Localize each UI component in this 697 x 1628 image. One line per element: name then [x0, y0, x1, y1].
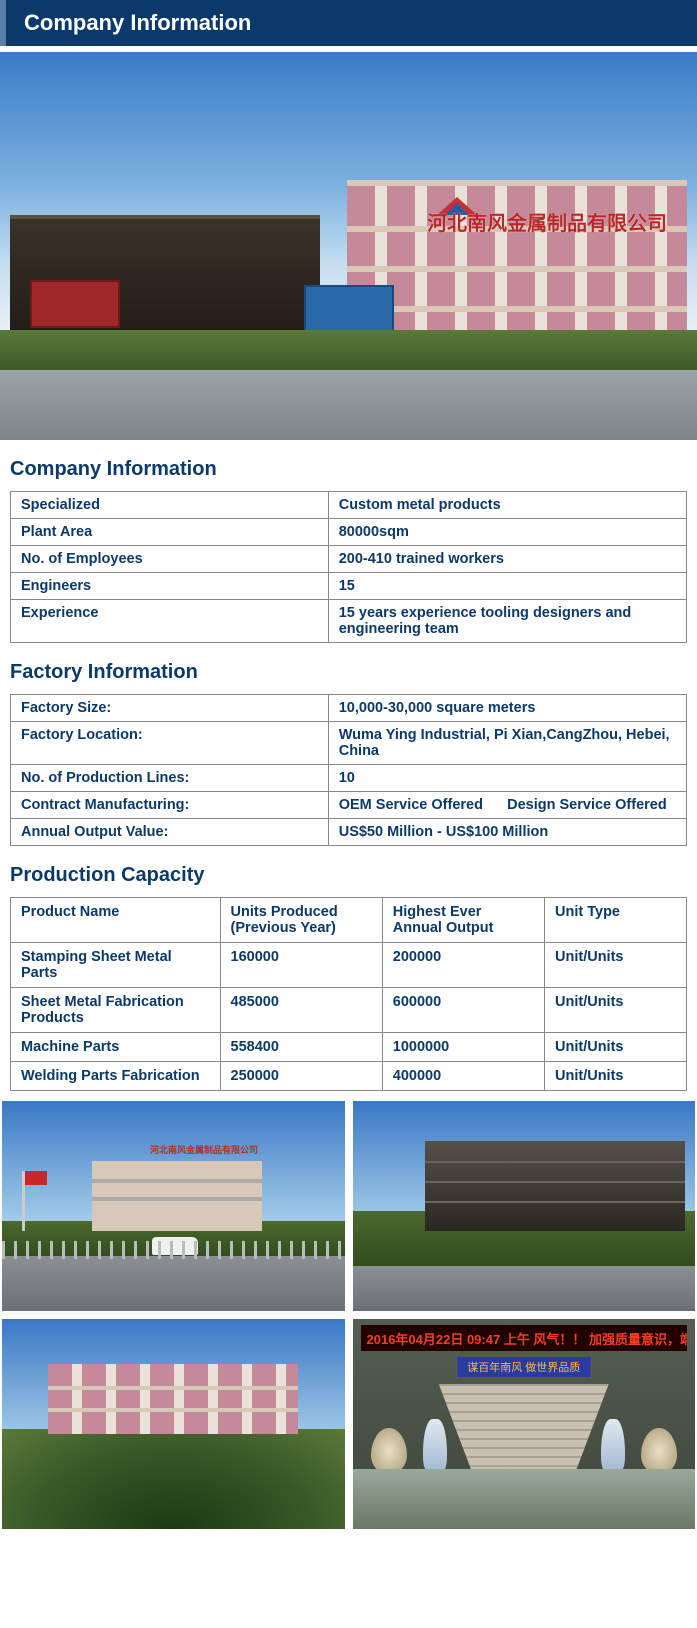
col-units-prev: Units Produced (Previous Year) [220, 898, 382, 943]
cell-name: Welding Parts Fabrication [11, 1062, 221, 1091]
factory-info-heading: Factory Information [10, 661, 687, 684]
col-product-name: Product Name [11, 898, 221, 943]
company-info-heading: Company Information [10, 458, 687, 481]
table-row: Sheet Metal Fabrication Products 485000 … [11, 988, 687, 1033]
cell-value: 10 [328, 765, 686, 792]
table-row: Factory Location:Wuma Ying Industrial, P… [11, 722, 687, 765]
cell-label: No. of Production Lines: [11, 765, 329, 792]
hero-image: 河北南风金属制品有限公司 [0, 52, 697, 440]
cell-high: 1000000 [382, 1033, 544, 1062]
table-header-row: Product Name Units Produced (Previous Ye… [11, 898, 687, 943]
table-row: Machine Parts 558400 1000000 Unit/Units [11, 1033, 687, 1062]
gallery-tile-2 [353, 1101, 696, 1311]
cell-prev: 558400 [220, 1033, 382, 1062]
building-sign-text: 河北南风金属制品有限公司 [427, 207, 667, 236]
cell-value: OEM Service Offered Design Service Offer… [328, 792, 686, 819]
cell-label: Engineers [11, 573, 329, 600]
cell-label: Plant Area [11, 519, 329, 546]
col-unit-type: Unit Type [545, 898, 687, 943]
cell-label: Annual Output Value: [11, 819, 329, 846]
cell-value: 200-410 trained workers [328, 546, 686, 573]
table-row: Plant Area80000sqm [11, 519, 687, 546]
cell-high: 200000 [382, 943, 544, 988]
cell-unit: Unit/Units [545, 1062, 687, 1091]
cell-value: 80000sqm [328, 519, 686, 546]
cell-value: US$50 Million - US$100 Million [328, 819, 686, 846]
factory-info-table: Factory Size:10,000-30,000 square meters… [10, 694, 687, 846]
vase-icon [423, 1419, 447, 1474]
cell-name: Stamping Sheet Metal Parts [11, 943, 221, 988]
cell-label: No. of Employees [11, 546, 329, 573]
interior-banner-text: 谋百年南风 做世界品质 [457, 1357, 590, 1377]
cell-label: Specialized [11, 492, 329, 519]
cell-name: Sheet Metal Fabrication Products [11, 988, 221, 1033]
gallery-tile-3 [2, 1319, 345, 1529]
cell-value: Custom metal products [328, 492, 686, 519]
cell-prev: 160000 [220, 943, 382, 988]
table-row: Engineers15 [11, 573, 687, 600]
cell-high: 600000 [382, 988, 544, 1033]
cell-prev: 485000 [220, 988, 382, 1033]
cell-unit: Unit/Units [545, 1033, 687, 1062]
ornament-icon [641, 1428, 677, 1474]
cell-value: 10,000-30,000 square meters [328, 695, 686, 722]
table-row: SpecializedCustom metal products [11, 492, 687, 519]
cell-prev: 250000 [220, 1062, 382, 1091]
tile1-sign-text: 河北南风金属制品有限公司 [150, 1143, 258, 1156]
gallery-tile-4: 2016年04月22日 09:47 上午 风气！！ 加强质量意识，端正质 谋百年… [353, 1319, 696, 1529]
table-row: Welding Parts Fabrication 250000 400000 … [11, 1062, 687, 1091]
cell-value: Wuma Ying Industrial, Pi Xian,CangZhou, … [328, 722, 686, 765]
cell-label: Experience [11, 600, 329, 643]
cell-value: 15 [328, 573, 686, 600]
page-banner: Company Information [0, 0, 697, 46]
table-row: No. of Employees200-410 trained workers [11, 546, 687, 573]
company-info-table: SpecializedCustom metal products Plant A… [10, 491, 687, 643]
cell-name: Machine Parts [11, 1033, 221, 1062]
vase-icon [601, 1419, 625, 1474]
cell-unit: Unit/Units [545, 943, 687, 988]
ornament-icon [371, 1428, 407, 1474]
table-row: Annual Output Value:US$50 Million - US$1… [11, 819, 687, 846]
cell-value: 15 years experience tooling designers an… [328, 600, 686, 643]
led-display-text: 2016年04月22日 09:47 上午 风气！！ 加强质量意识，端正质 [361, 1325, 688, 1351]
table-row: Experience15 years experience tooling de… [11, 600, 687, 643]
flag-icon [22, 1171, 25, 1231]
cell-high: 400000 [382, 1062, 544, 1091]
table-row: Factory Size:10,000-30,000 square meters [11, 695, 687, 722]
production-capacity-heading: Production Capacity [10, 864, 687, 887]
photo-gallery: 河北南风金属制品有限公司 2016年04月22日 09:47 上午 风气！！ 加… [0, 1101, 697, 1533]
cell-label: Factory Location: [11, 722, 329, 765]
production-capacity-table: Product Name Units Produced (Previous Ye… [10, 897, 687, 1091]
gallery-tile-1: 河北南风金属制品有限公司 [2, 1101, 345, 1311]
table-row: No. of Production Lines:10 [11, 765, 687, 792]
cell-label: Factory Size: [11, 695, 329, 722]
table-row: Contract Manufacturing:OEM Service Offer… [11, 792, 687, 819]
cell-label: Contract Manufacturing: [11, 792, 329, 819]
col-highest: Highest Ever Annual Output [382, 898, 544, 943]
table-row: Stamping Sheet Metal Parts 160000 200000… [11, 943, 687, 988]
cell-unit: Unit/Units [545, 988, 687, 1033]
